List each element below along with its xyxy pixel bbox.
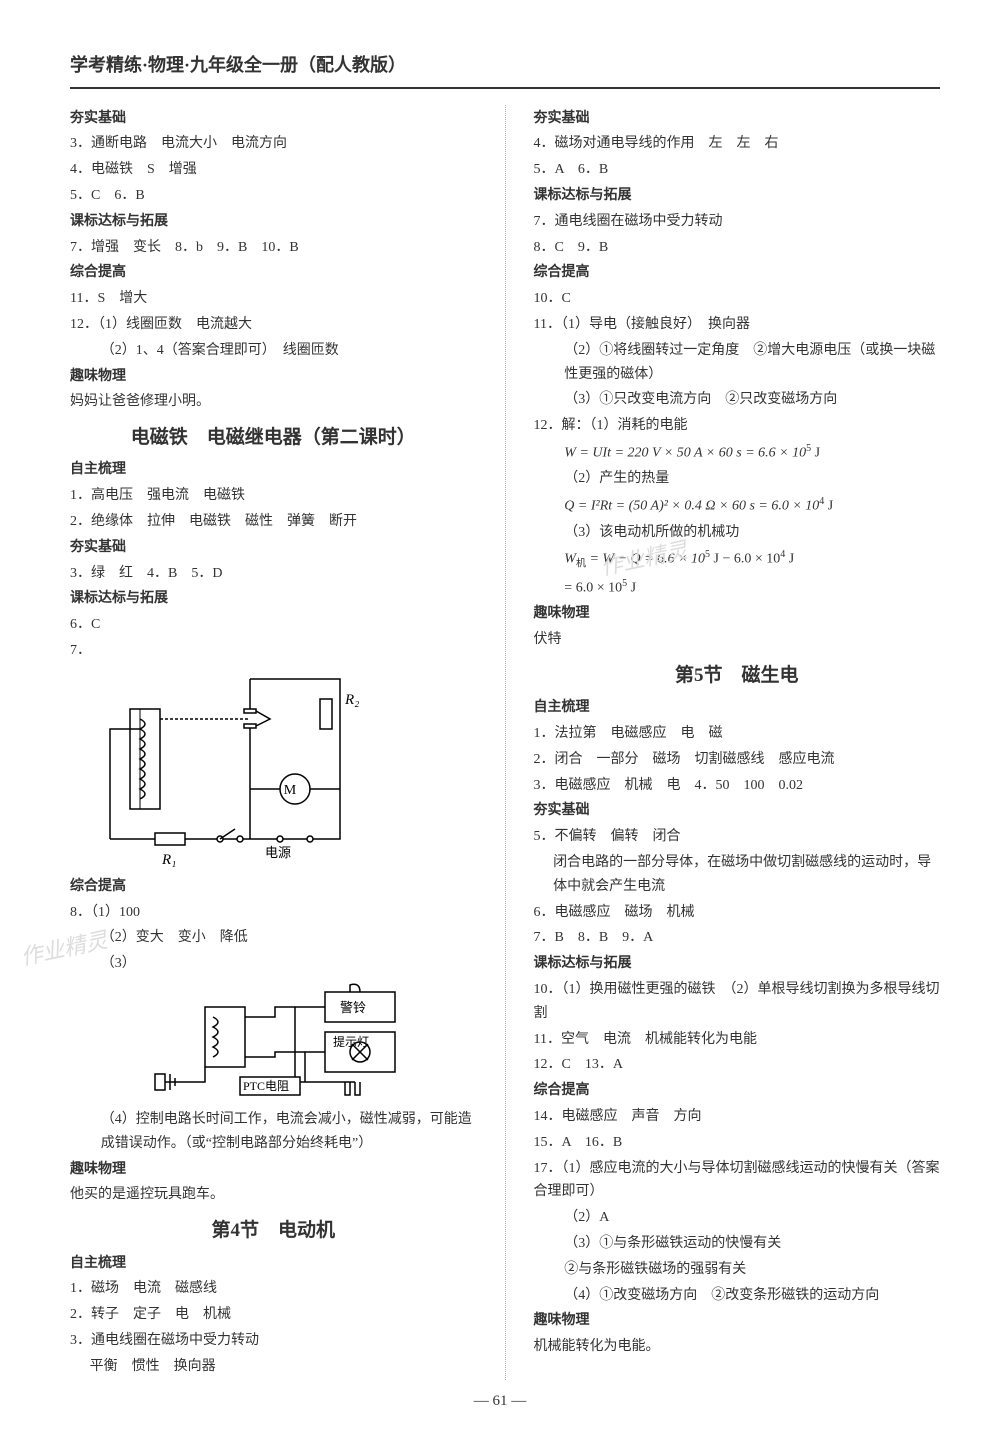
equation: W机 = W − Q = 6.6 × 105 J − 6.0 × 104 J [534, 546, 941, 572]
answer-line: 7． [70, 639, 477, 663]
answer-line: 11．S 增大 [70, 287, 477, 311]
heading-hsjc: 夯实基础 [70, 107, 477, 131]
heading-kbdb: 课标达标与拓展 [70, 210, 477, 234]
answer-line: 8．C 9．B [534, 236, 941, 260]
label-lamp: 提示灯 [333, 1034, 369, 1049]
answer-line: （3）①与条形磁铁运动的快慢有关 [534, 1232, 941, 1256]
heading-kbdb: 课标达标与拓展 [534, 184, 941, 208]
heading-qwwl: 趣味物理 [534, 602, 941, 626]
left-column: 夯实基础 3．通断电路 电流大小 电流方向 4．电磁铁 S 增强 5．C 6．B… [70, 105, 477, 1381]
answer-line: 7．增强 变长 8．b 9．B 10．B [70, 236, 477, 260]
circuit-diagram-relay: R₂ M R₁ 电源 [100, 669, 477, 869]
answer-line: 6．电磁感应 磁场 机械 [534, 901, 941, 925]
answer-line: （4）控制电路长时间工作，电流会减小，磁性减弱，可能造成错误动作。（或“控制电路… [70, 1108, 477, 1156]
answer-line: 5．不偏转 偏转 闭合 [534, 825, 941, 849]
answer-line: 11．（1）导电（接触良好） 换向器 [534, 313, 941, 337]
answer-line: （4）①改变磁场方向 ②改变条形磁铁的运动方向 [534, 1284, 941, 1308]
answer-line: 1．磁场 电流 磁感线 [70, 1277, 477, 1301]
answer-line: 平衡 惯性 换向器 [70, 1355, 477, 1379]
heading-zhtg: 综合提高 [534, 261, 941, 285]
answer-line: 他买的是遥控玩具跑车。 [70, 1183, 477, 1207]
answer-line: 2．转子 定子 电 机械 [70, 1303, 477, 1327]
page-number: — 61 — [0, 1389, 1000, 1415]
heading-zhtg: 综合提高 [70, 261, 477, 285]
heading-qwwl: 趣味物理 [70, 1158, 477, 1182]
equation: W = UIt = 220 V × 50 A × 60 s = 6.6 × 10… [534, 440, 941, 465]
heading-zhtg: 综合提高 [70, 875, 477, 899]
answer-line: 12．C 13．A [534, 1053, 941, 1077]
answer-line: 3．通断电路 电流大小 电流方向 [70, 132, 477, 156]
answer-line: 1．高电压 强电流 电磁铁 [70, 484, 477, 508]
heading-qwwl: 趣味物理 [70, 365, 477, 389]
heading-hsjc: 夯实基础 [534, 799, 941, 823]
label-m: M [284, 783, 297, 798]
answer-line: 6．C [70, 613, 477, 637]
answer-line: 10．C [534, 287, 941, 311]
label-ptc: PTC电阻 [243, 1079, 289, 1093]
answer-line: 7．B 8．B 9．A [534, 926, 941, 950]
circuit-diagram-ptc: 警铃 提示灯 PTC电阻 [145, 982, 477, 1102]
section-title: 第5节 磁生电 [534, 660, 941, 692]
heading-zzsl: 自主梳理 [70, 458, 477, 482]
answer-line: 5．A 6．B [534, 158, 941, 182]
answer-line: （2）①将线圈转过一定角度 ②增大电源电压（或换一块磁性更强的磁体） [534, 339, 941, 387]
label-r2: R₂ [344, 692, 359, 708]
label-bell: 警铃 [340, 1000, 366, 1015]
equation: Q = I²Rt = (50 A)² × 0.4 Ω × 60 s = 6.0 … [534, 493, 941, 518]
answer-line: ②与条形磁铁磁场的强弱有关 [534, 1258, 941, 1282]
answer-line: 10．（1）换用磁性更强的磁铁 （2）单根导线切割换为多根导线切割 [534, 978, 941, 1026]
answer-line: 3．绿 红 4．B 5．D [70, 562, 477, 586]
answer-line: 11．空气 电流 机械能转化为电能 [534, 1028, 941, 1052]
heading-zhtg: 综合提高 [534, 1079, 941, 1103]
answer-line: （3） [70, 952, 477, 976]
answer-line: 4．电磁铁 S 增强 [70, 158, 477, 182]
answer-line: 3．电磁感应 机械 电 4．50 100 0.02 [534, 774, 941, 798]
label-r1: R₁ [161, 852, 176, 868]
answer-line: （2）A [534, 1206, 941, 1230]
answer-line: 17．（1）感应电流的大小与导体切割磁感线运动的快慢有关（答案合理即可） [534, 1157, 941, 1205]
section-title: 电磁铁 电磁继电器（第二课时） [70, 422, 477, 454]
answer-line: 3．通电线圈在磁场中受力转动 [70, 1329, 477, 1353]
heading-kbdb: 课标达标与拓展 [534, 952, 941, 976]
heading-qwwl: 趣味物理 [534, 1309, 941, 1333]
answer-line: （3）该电动机所做的机械功 [534, 521, 941, 545]
answer-line: 1．法拉第 电磁感应 电 磁 [534, 722, 941, 746]
answer-line: 4．磁场对通电导线的作用 左 左 右 [534, 132, 941, 156]
answer-line: （2）产生的热量 [534, 467, 941, 491]
heading-kbdb: 课标达标与拓展 [70, 587, 477, 611]
answer-line: （3）①只改变电流方向 ②只改变磁场方向 [534, 388, 941, 412]
right-column: 夯实基础 4．磁场对通电导线的作用 左 左 右 5．A 6．B 课标达标与拓展 … [534, 105, 941, 1381]
answer-line: （2）1、4（答案合理即可） 线圈匝数 [70, 339, 477, 363]
answer-line: 14．电磁感应 声音 方向 [534, 1105, 941, 1129]
heading-hsjc: 夯实基础 [534, 107, 941, 131]
section-title: 第4节 电动机 [70, 1215, 477, 1247]
answer-line: 12．（1）线圈匝数 电流越大 [70, 313, 477, 337]
heading-hsjc: 夯实基础 [70, 536, 477, 560]
page: 学考精练·物理·九年级全一册（配人教版） 作业精灵 作业精灵 夯实基础 3．通断… [0, 0, 1000, 1432]
answer-line: 伏特 [534, 628, 941, 652]
heading-zzsl: 自主梳理 [534, 696, 941, 720]
answer-line: 15．A 16．B [534, 1131, 941, 1155]
answer-line: （2）变大 变小 降低 [70, 926, 477, 950]
answer-line: 妈妈让爸爸修理小明。 [70, 390, 477, 414]
content-columns: 夯实基础 3．通断电路 电流大小 电流方向 4．电磁铁 S 增强 5．C 6．B… [70, 105, 940, 1381]
answer-line: 闭合电路的一部分导体，在磁场中做切割磁感线的运动时，导体中就会产生电流 [534, 851, 941, 899]
answer-line: 2．绝缘体 拉伸 电磁铁 磁性 弹簧 断开 [70, 510, 477, 534]
label-power: 电源 [265, 845, 291, 860]
equation: = 6.0 × 105 J [534, 575, 941, 600]
answer-line: 7．通电线圈在磁场中受力转动 [534, 210, 941, 234]
answer-line: 5．C 6．B [70, 184, 477, 208]
answer-line: 机械能转化为电能。 [534, 1335, 941, 1359]
book-title: 学考精练·物理·九年级全一册（配人教版） [70, 50, 940, 89]
answer-line: 12．解：（1）消耗的电能 [534, 414, 941, 438]
answer-line: 8．（1）100 [70, 901, 477, 925]
column-divider [505, 105, 506, 1381]
heading-zzsl: 自主梳理 [70, 1252, 477, 1276]
answer-line: 2．闭合 一部分 磁场 切割磁感线 感应电流 [534, 748, 941, 772]
